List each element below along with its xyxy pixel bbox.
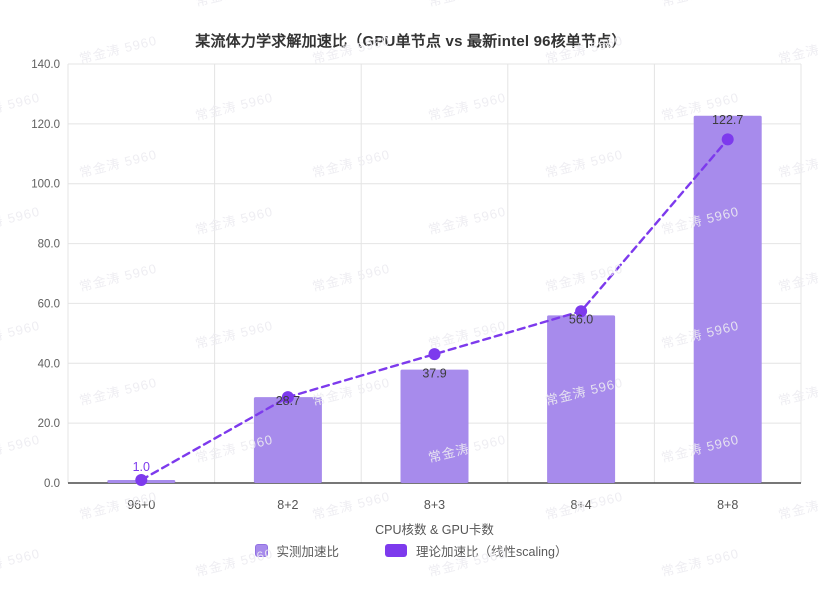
chart-title: 某流体力学求解加速比（GPU单节点 vs 最新intel 96核单节点） [195,33,627,50]
y-tick-label: 80.0 [38,239,60,251]
data-label: 37.9 [422,367,446,381]
legend-label-measured: 实测加速比 [276,545,340,559]
data-label: 1.0 [133,460,150,474]
y-tick-label: 40.0 [38,358,60,370]
x-tick-label: 8+8 [717,498,738,512]
legend-swatch-measured-icon [254,544,268,557]
x-tick-label: 8+2 [277,498,298,512]
line-point-8+4 [575,305,588,318]
line-point-8+3 [428,348,441,361]
data-label: 56.0 [569,312,593,326]
data-label: 28.7 [276,394,300,408]
bar-8+2[interactable] [253,397,322,483]
x-tick-label: 8+4 [570,498,591,512]
bar-8+3[interactable] [400,369,469,483]
theoretical-line [140,138,729,482]
bar-8+4[interactable] [547,315,616,483]
line-point-8+2 [281,391,294,404]
legend-item-measured[interactable]: 实测加速比 [254,541,340,560]
y-tick-label: 20.0 [38,418,60,430]
legend: 实测加速比 理论加速比（线性scaling） [0,541,822,560]
line-point-96+0 [135,474,148,487]
x-axis-title: CPU核数 & GPU卡数 [375,523,494,537]
y-tick-label: 120.0 [31,119,60,131]
y-tick-label: 60.0 [38,298,60,310]
legend-item-theoretical[interactable]: 理论加速比（线性scaling） [385,541,567,560]
x-tick-label: 96+0 [127,498,155,512]
x-tick-label: 8+3 [424,498,445,512]
y-tick-label: 100.0 [31,179,60,191]
legend-swatch-theoretical-icon [385,544,408,557]
bar-8+8[interactable] [693,115,762,483]
y-tick-label: 140.0 [31,59,60,71]
y-tick-label: 0.0 [44,478,60,490]
data-label: 122.7 [712,113,743,127]
legend-label-theoretical: 理论加速比（线性scaling） [416,545,568,559]
line-point-8+8 [721,133,734,146]
